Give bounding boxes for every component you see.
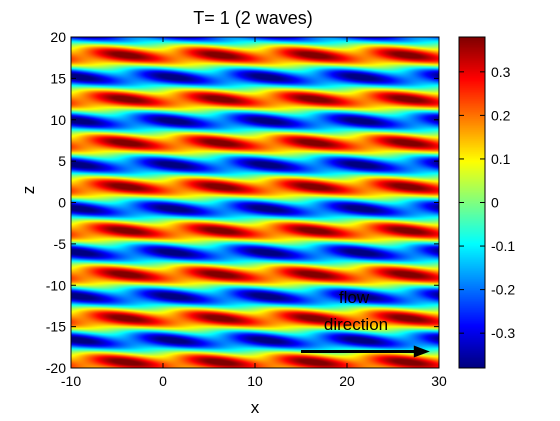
- y-axis-label: z: [19, 186, 38, 195]
- annotation-direction-text: direction: [324, 315, 388, 334]
- y-tick-label: 5: [58, 153, 66, 169]
- colorbar-tick-label: -0.1: [491, 238, 515, 254]
- y-tick-label: 20: [50, 29, 66, 45]
- x-tick-label: 20: [339, 373, 355, 389]
- y-axis: 20 15 10 5 0 -5 -10 -15 -20: [46, 29, 439, 376]
- colorbar: 0.3 0.2 0.1 0 -0.1 -0.2 -0.3: [458, 36, 515, 369]
- colorbar-ticks: 0.3 0.2 0.1 0 -0.1 -0.2 -0.3: [459, 64, 515, 341]
- colorbar-tick-label: 0.3: [491, 64, 511, 80]
- x-tick-label: 30: [431, 373, 447, 389]
- y-tick-label: 15: [50, 70, 66, 86]
- y-tick-label: -5: [54, 236, 67, 252]
- x-tick-label: 0: [159, 373, 167, 389]
- y-tick-label: -10: [46, 277, 66, 293]
- colorbar-tick-label: -0.3: [491, 325, 515, 341]
- x-tick-label: -10: [61, 373, 81, 389]
- x-axis: -10 0 10 20 30: [61, 37, 447, 389]
- colorbar-tick-label: 0: [491, 195, 499, 211]
- colorbar-tick-label: -0.2: [491, 282, 515, 298]
- colorbar-tick-label: 0.1: [491, 151, 511, 167]
- y-tick-label: 10: [50, 112, 66, 128]
- y-tick-label: 0: [58, 195, 66, 211]
- chart-title: T= 1 (2 waves): [193, 8, 313, 28]
- x-axis-label: x: [251, 398, 260, 417]
- heatmap-canvas: [71, 37, 439, 368]
- y-tick-label: -20: [46, 360, 66, 376]
- annotation-flow-text: flow: [339, 288, 370, 307]
- flow-arrow-head: [413, 345, 430, 358]
- x-tick-label: 10: [247, 373, 263, 389]
- flow-annotation: flow direction: [301, 288, 430, 358]
- colorbar-tick-label: 0.2: [491, 107, 511, 123]
- heatmap-plot: [70, 36, 440, 369]
- y-tick-label: -15: [46, 319, 66, 335]
